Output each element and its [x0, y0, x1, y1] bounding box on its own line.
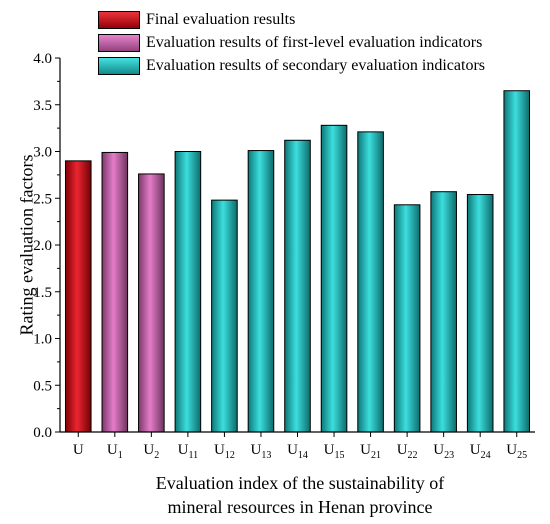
y-tick-label: 3.5: [33, 98, 52, 114]
bar-u2: [138, 173, 165, 433]
x-tick-label-u13: U13: [251, 442, 272, 461]
x-tick-label-u11: U11: [178, 442, 198, 461]
bar-u12: [211, 199, 238, 433]
legend-item-first-level: Evaluation results of first-level evalua…: [98, 31, 485, 54]
x-axis-label: Evaluation index of the sustainability o…: [70, 471, 530, 519]
y-tick-label: 2.0: [33, 238, 52, 254]
axes-group: 0.0 0.5 1.0 1.5 2.0 2.5 3.0 3.5 4.0 U U1 U2 U11 U12 U1…: [33, 51, 535, 461]
bar-u: [64, 160, 92, 433]
x-axis-label-line-2: mineral resources in Henan province: [167, 497, 433, 517]
bar-u14: [284, 139, 311, 433]
x-tick-label-u15: U15: [324, 442, 345, 461]
y-tick-label: 3.0: [33, 145, 52, 161]
legend-swatch-first-level: [98, 33, 140, 52]
bar-u22: [393, 204, 421, 433]
x-tick-label-u21: U21: [360, 442, 381, 461]
legend-swatch-final: [98, 10, 140, 29]
x-tick-label-u12: U12: [214, 442, 235, 461]
legend-label-final: Final evaluation results: [146, 10, 296, 28]
bars-group: [64, 90, 531, 433]
bar-u15: [320, 124, 348, 433]
bar-u25: [503, 90, 531, 433]
x-tick-label-u25: U25: [506, 442, 527, 461]
y-tick-label: 1.0: [33, 332, 52, 348]
y-tick-label: 0.0: [33, 425, 52, 441]
bar-u24: [466, 194, 494, 433]
bar-u21: [357, 131, 384, 433]
y-tick-label: 4.0: [33, 51, 52, 67]
x-axis-label-line-1: Evaluation index of the sustainability o…: [155, 473, 445, 493]
bar-u13: [247, 150, 275, 433]
x-tick-label-u24: U24: [470, 442, 491, 461]
y-axis-label: Rating evaluation factors: [16, 154, 37, 336]
y-tick-label: 0.5: [33, 378, 52, 394]
y-tick-label: 1.5: [33, 285, 52, 301]
bar-u1: [101, 151, 129, 433]
legend-item-secondary: Evaluation results of secondary evaluati…: [98, 54, 485, 77]
x-tick-label-u14: U14: [287, 442, 308, 461]
y-tick-label: 2.5: [33, 191, 52, 207]
legend-label-secondary: Evaluation results of secondary evaluati…: [146, 56, 486, 74]
x-tick-label-u2: U2: [143, 442, 159, 461]
legend-item-final: Final evaluation results: [98, 8, 485, 31]
legend-swatch-secondary: [98, 56, 140, 75]
x-tick-label-u1: U1: [107, 442, 123, 461]
x-tick-label-u: U: [73, 442, 84, 458]
legend-label-first-level: Evaluation results of first-level evalua…: [146, 33, 483, 51]
x-tick-label-u22: U22: [397, 442, 418, 461]
bar-u11: [174, 151, 202, 433]
legend: Final evaluation results Evaluation resu…: [98, 8, 485, 77]
bar-u23: [430, 191, 457, 433]
x-tick-label-u23: U23: [433, 442, 454, 461]
